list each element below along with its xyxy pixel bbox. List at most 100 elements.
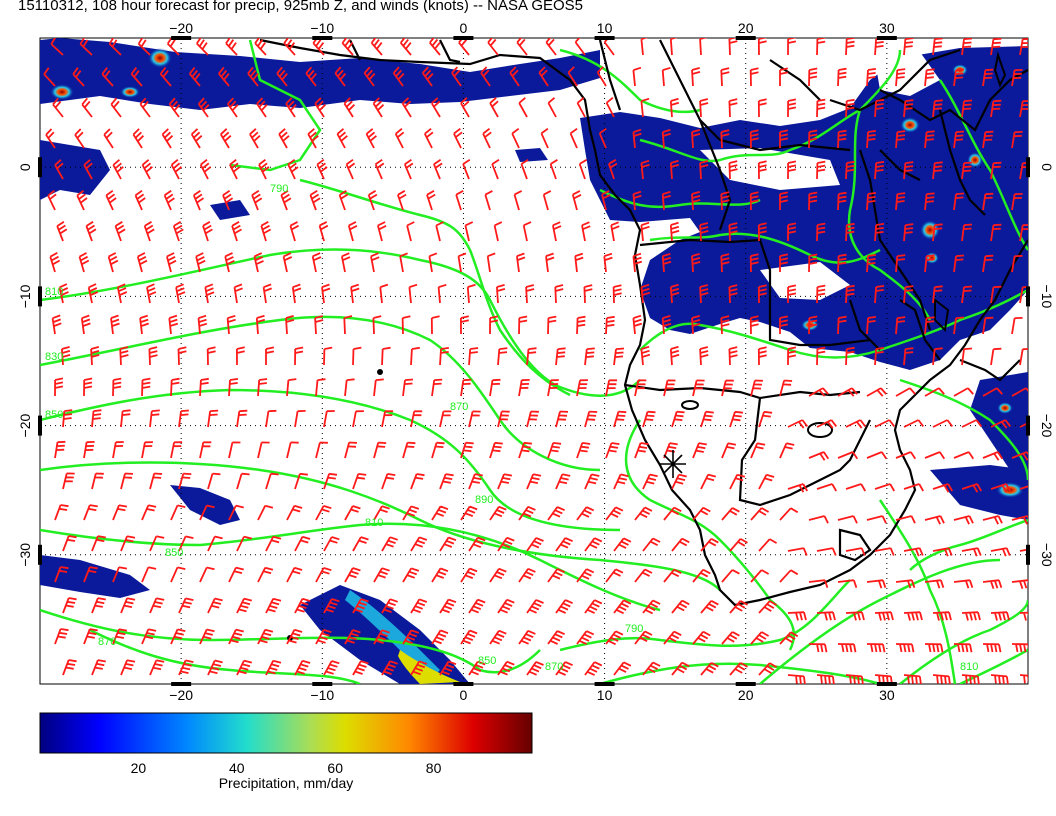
contour-label: 870: [98, 636, 116, 648]
wind-barb: [170, 504, 186, 521]
wind-barb: [903, 547, 924, 557]
wind-barb: [265, 659, 282, 676]
wind-barb: [1011, 255, 1023, 273]
wind-barb: [61, 346, 71, 366]
wind-barb: [132, 128, 145, 149]
wind-barb: [373, 567, 390, 583]
wind-barb: [750, 569, 770, 583]
lat-label-right: −20: [1039, 414, 1055, 438]
wind-barb: [254, 38, 267, 56]
wind-barb: [692, 568, 711, 583]
wind-barb: [206, 346, 216, 366]
wind-barb: [728, 160, 738, 180]
wind-barb: [605, 506, 624, 521]
wind-barb: [431, 441, 445, 459]
wind-barb: [578, 159, 588, 180]
asterisk-marker-icon: [660, 450, 686, 478]
wind-barb: [990, 99, 1002, 118]
wind-barb: [525, 284, 535, 304]
wind-barb: [895, 254, 906, 273]
lon-label-top: 0: [460, 20, 468, 36]
wind-barb: [83, 628, 98, 645]
wind-barb: [663, 379, 676, 397]
wind-barb: [439, 536, 457, 552]
wind-barb: [120, 659, 136, 676]
wind-barb: [924, 515, 945, 525]
wind-barb: [661, 190, 671, 211]
wind-barb: [757, 222, 767, 242]
wind-barb: [199, 504, 215, 521]
wind-barb: [634, 379, 647, 397]
wind-barb: [511, 127, 520, 149]
wind-barb: [258, 158, 270, 180]
wind-barb: [236, 409, 248, 428]
wind-barb: [642, 473, 658, 490]
map-title: 15110312, 108 hour forecast for precip, …: [18, 0, 584, 14]
wind-barb: [720, 253, 730, 273]
wind-barb: [961, 674, 980, 684]
wind-barb: [373, 378, 384, 397]
wind-barb: [431, 505, 449, 521]
lat-label-left: −10: [17, 284, 33, 308]
wind-barb: [903, 161, 914, 180]
wind-barb: [549, 159, 558, 180]
wind-barb: [233, 283, 243, 304]
wind-barb: [218, 66, 230, 87]
wind-barb: [576, 442, 591, 459]
colorbar-tick-label: 40: [229, 760, 245, 776]
wind-barb: [170, 566, 186, 583]
wind-barb: [816, 611, 836, 621]
wind-barb: [50, 38, 64, 56]
wind-barb: [190, 128, 203, 149]
wind-barb: [596, 66, 607, 87]
wind-barb: [62, 472, 75, 490]
wind-barb: [605, 442, 620, 459]
wind-barb: [256, 97, 268, 118]
wind-barb: [316, 158, 328, 180]
wind-barb: [345, 158, 356, 180]
wind-barb: [903, 223, 914, 242]
wind-barb: [584, 410, 598, 428]
wind-barb: [112, 159, 124, 180]
lon-label-bottom: 20: [738, 687, 754, 703]
wind-barb: [468, 598, 486, 614]
wind-barb: [410, 473, 425, 490]
wind-barb: [837, 579, 858, 588]
wind-barb: [83, 566, 98, 583]
wind-barb: [728, 38, 738, 56]
wind-barb: [188, 66, 201, 87]
wind-barb: [990, 419, 1012, 429]
wind-barb: [837, 315, 847, 335]
wind-barb: [757, 346, 767, 366]
wind-barb: [720, 67, 730, 87]
wind-barb: [468, 410, 481, 428]
wind-barb: [605, 630, 624, 646]
wind-barb: [399, 252, 408, 273]
wind-barb: [671, 410, 685, 428]
wind-barb: [178, 597, 194, 614]
wind-barb: [932, 674, 951, 684]
wind-barb: [439, 410, 452, 428]
wind-barb: [318, 221, 329, 242]
wind-barb: [545, 252, 555, 273]
wind-barb: [895, 643, 915, 653]
wind-barb: [1011, 387, 1028, 397]
wind-barb: [294, 597, 311, 614]
wind-barb: [177, 346, 187, 366]
wind-barb: [669, 345, 680, 366]
wind-barb: [228, 628, 244, 645]
wind-barb: [286, 441, 299, 459]
wind-barb: [953, 387, 974, 397]
wind-barb: [460, 629, 478, 645]
wind-barb: [314, 97, 326, 118]
wind-barb: [315, 505, 332, 521]
wind-barb: [866, 68, 877, 87]
wind-barb: [62, 659, 77, 676]
wind-barb: [352, 598, 369, 614]
wind-barb: [105, 189, 117, 211]
wind-barb: [750, 507, 770, 521]
contour-label: 850: [165, 547, 183, 559]
wind-barb: [895, 579, 916, 589]
wind-barb: [605, 379, 618, 397]
wind-barb: [982, 451, 1004, 461]
